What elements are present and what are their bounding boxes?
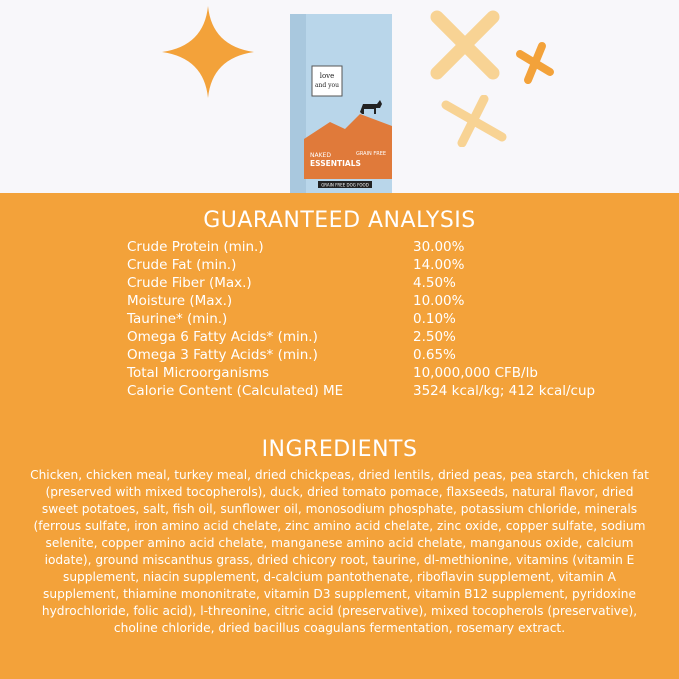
analysis-value: 0.65% (413, 347, 456, 363)
analysis-value: 2.50% (413, 329, 456, 345)
analysis-label: Taurine* (min.) (127, 311, 228, 327)
analysis-row: Omega 3 Fatty Acids* (min.) 0.65% (127, 346, 595, 364)
ingredients-title: INGREDIENTS (261, 437, 418, 462)
analysis-row: Taurine* (min.) 0.10% (127, 310, 595, 328)
analysis-row: Crude Fat (min.) 14.00% (127, 256, 595, 274)
analysis-row: Moisture (Max.) 10.00% (127, 292, 595, 310)
hero-area: love and you NAKED ESSENTIALS GRAIN FREE… (0, 0, 679, 194)
analysis-row: Calorie Content (Calculated) ME 3524 kcal… (127, 382, 595, 400)
info-panel: GUARANTEED ANALYSIS Crude Protein (min.)… (0, 193, 679, 679)
svg-text:ESSENTIALS: ESSENTIALS (310, 159, 361, 168)
analysis-label: Omega 3 Fatty Acids* (min.) (127, 347, 318, 363)
analysis-label: Crude Protein (min.) (127, 239, 264, 255)
analysis-label: Moisture (Max.) (127, 293, 233, 309)
x-mark-icon (430, 10, 500, 80)
analysis-value: 3524 kcal/kg; 412 kcal/cup (413, 383, 596, 399)
analysis-label: Omega 6 Fatty Acids* (min.) (127, 329, 318, 345)
product-bag-image: love and you NAKED ESSENTIALS GRAIN FREE… (290, 14, 392, 194)
analysis-value: 0.10% (413, 311, 456, 327)
svg-text:GRAIN FREE: GRAIN FREE (356, 151, 386, 157)
analysis-table: Crude Protein (min.) 30.00% Crude Fat (min… (127, 238, 595, 400)
analysis-row: Omega 6 Fatty Acids* (min.) 2.50% (127, 328, 595, 346)
analysis-value: 10.00% (413, 293, 465, 309)
analysis-label: Crude Fat (min.) (127, 257, 237, 273)
analysis-value: 10,000,000 CFB/lb (413, 365, 538, 381)
analysis-row: Crude Protein (min.) 30.00% (127, 238, 595, 256)
analysis-row: Total Microorganisms 10,000,000 CFB/lb (127, 364, 595, 382)
analysis-value: 4.50% (413, 275, 456, 291)
analysis-row: Crude Fiber (Max.) 4.50% (127, 274, 595, 292)
analysis-label: Total Microorganisms (127, 365, 270, 381)
guaranteed-analysis-title: GUARANTEED ANALYSIS (203, 208, 476, 233)
ingredients-text: Chicken, chicken meal, turkey meal, drie… (30, 468, 649, 635)
x-mark-icon (441, 95, 507, 147)
svg-text:and you: and you (315, 82, 339, 89)
analysis-label: Crude Fiber (Max.) (127, 275, 252, 291)
x-mark-icon (516, 42, 554, 84)
analysis-value: 14.00% (413, 257, 465, 273)
analysis-label: Calorie Content (Calculated) ME (127, 383, 344, 399)
svg-text:love: love (320, 72, 335, 80)
svg-text:GRAIN FREE DOG FOOD: GRAIN FREE DOG FOOD (321, 183, 369, 188)
sparkle-icon (162, 6, 254, 98)
svg-text:NAKED: NAKED (310, 152, 331, 159)
analysis-value: 30.00% (413, 239, 465, 255)
